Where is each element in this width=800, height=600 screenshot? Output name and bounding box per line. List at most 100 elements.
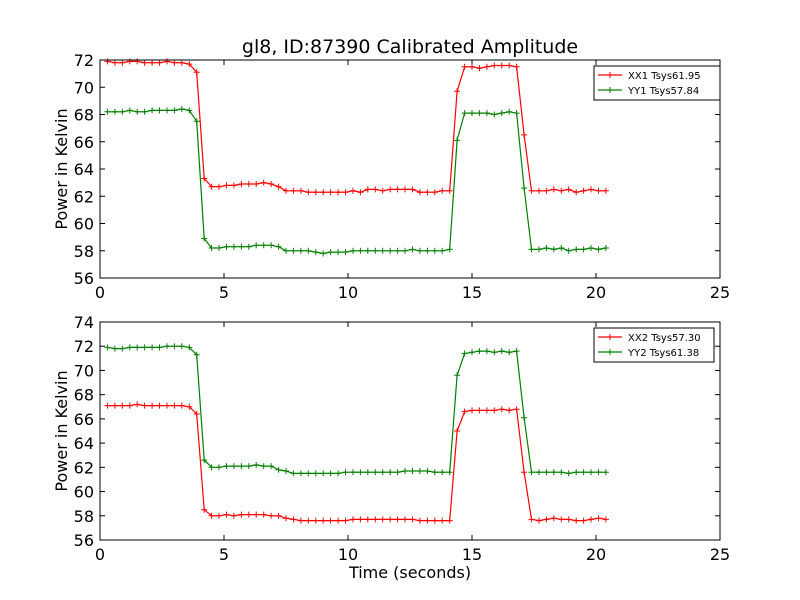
data-point-marker (431, 469, 438, 476)
y-tick-label: 62 (74, 187, 94, 206)
data-point-marker (186, 107, 193, 114)
data-point-marker (134, 344, 141, 351)
data-point-marker (208, 183, 215, 190)
data-point-marker (446, 187, 453, 194)
data-point-marker (253, 181, 260, 187)
data-point-marker (446, 469, 453, 476)
data-point-marker (283, 247, 289, 254)
data-point-marker (521, 414, 528, 421)
series-line-2 (107, 345, 606, 475)
x-tick-label: 15 (462, 283, 482, 302)
data-point-marker (312, 249, 319, 256)
x-tick-label: 5 (219, 283, 229, 302)
data-point-marker (305, 517, 312, 524)
data-point-marker (178, 106, 185, 112)
data-point-marker (335, 249, 342, 256)
data-point-marker (588, 186, 594, 193)
y-tick-label: 56 (74, 269, 94, 288)
data-point-marker (297, 187, 304, 194)
data-point-marker (327, 249, 334, 256)
data-point-marker (327, 470, 334, 477)
series-line-2 (107, 108, 607, 255)
data-point-marker (394, 469, 401, 476)
data-point-marker (208, 464, 215, 471)
data-point-marker (320, 517, 327, 524)
data-point-marker (335, 189, 342, 196)
x-tick-label: 0 (95, 283, 105, 302)
legend-marker (607, 72, 613, 78)
plot-panel-2: 0 5 10 15 20 25 56 58 60 62 64 66 68 70 72 74 Power in K… (52, 313, 730, 582)
data-point-marker (208, 512, 215, 519)
data-point-marker (357, 189, 364, 196)
data-point-marker (506, 108, 513, 115)
data-point-marker (342, 249, 349, 256)
data-point-marker (580, 187, 587, 194)
data-point-marker (357, 516, 364, 523)
data-point-marker (476, 65, 483, 72)
data-point-marker (513, 110, 520, 117)
data-point-marker (402, 186, 408, 193)
data-point-marker (461, 63, 468, 70)
data-point-marker (565, 470, 572, 477)
data-point-marker (379, 247, 386, 254)
series-line-1 (107, 403, 606, 522)
data-point-marker (394, 516, 401, 523)
data-point-marker (379, 187, 386, 194)
data-point-marker (230, 463, 237, 470)
data-point-marker (268, 512, 275, 519)
data-point-marker (431, 517, 438, 524)
data-point-marker (543, 516, 550, 523)
data-point-marker (424, 189, 431, 196)
data-point-marker (290, 516, 297, 523)
y-tick-label: 58 (74, 242, 94, 261)
legend-box (593, 65, 721, 101)
data-point-marker (595, 469, 602, 476)
legend-label: YY1 Tsys57.84 (627, 86, 699, 97)
data-point-marker (558, 516, 565, 523)
data-point-marker (312, 189, 319, 196)
data-point-marker (580, 469, 587, 476)
legend-marker (607, 87, 613, 93)
y-tick-label: 70 (74, 78, 94, 97)
data-point-marker (320, 189, 327, 196)
data-point-marker (521, 469, 528, 476)
data-point-marker (528, 246, 535, 253)
data-point-marker (491, 349, 498, 356)
data-point-marker (409, 468, 416, 474)
data-point-marker (164, 107, 170, 114)
data-point-marker (536, 517, 542, 524)
data-point-marker (550, 246, 557, 253)
data-point-marker (283, 187, 289, 194)
data-point-marker (387, 186, 394, 193)
data-point-marker (245, 463, 252, 470)
data-point-marker (372, 516, 379, 523)
data-point-marker (297, 517, 304, 524)
data-point-marker (364, 469, 371, 476)
data-point-marker (558, 469, 565, 476)
data-point-marker (387, 516, 394, 523)
data-point-marker (208, 245, 215, 251)
data-point-marker (253, 461, 260, 468)
y-tick-label: 60 (74, 215, 94, 234)
data-point-marker (543, 245, 550, 251)
data-point-marker (134, 58, 141, 65)
data-point-marker (312, 517, 319, 524)
data-point-marker (364, 516, 371, 523)
data-point-marker (379, 516, 386, 523)
data-point-marker (536, 187, 542, 194)
data-point-marker (573, 517, 580, 524)
data-point-marker (119, 402, 126, 409)
data-point-marker (372, 469, 379, 476)
data-point-marker (156, 402, 163, 409)
x-tick-label: 25 (710, 545, 730, 564)
data-point-marker (550, 186, 557, 193)
data-point-marker (230, 243, 237, 250)
data-point-marker (483, 63, 490, 70)
data-point-marker (134, 108, 141, 115)
data-point-marker (201, 457, 208, 464)
data-point-marker (223, 463, 230, 470)
data-point-marker (350, 247, 356, 254)
legend-marker (607, 334, 613, 340)
data-point-marker (193, 118, 200, 125)
data-point-marker (335, 517, 342, 524)
